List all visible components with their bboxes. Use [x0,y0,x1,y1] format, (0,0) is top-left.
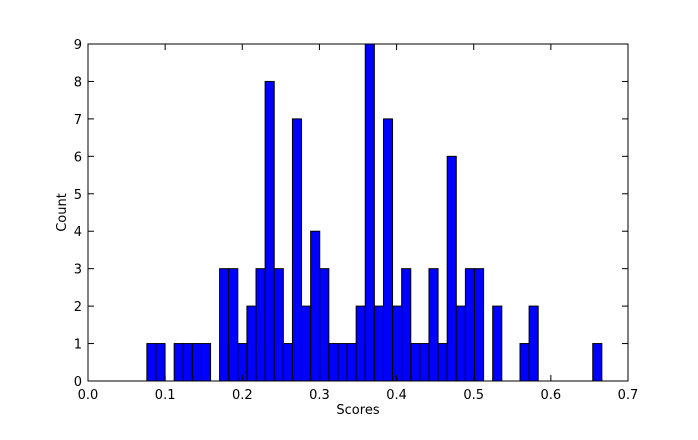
x-tick-label: 0.5 [463,388,484,403]
histogram-bar [328,343,339,382]
histogram-bar [492,305,503,382]
histogram-bar [419,343,430,382]
histogram-bar [410,343,421,382]
histogram-bar [455,305,466,382]
histogram-bar [446,155,457,382]
ticks-layer: 0.0 0.1 0.2 0.3 0.4 0.5 0.6 0.7 0 1 2 3 4 5 6 7 8 9 [74,38,639,403]
histogram-bar [392,305,403,382]
plot-frame [87,43,629,382]
histogram-bar [173,343,184,382]
histogram-bar [428,268,439,382]
histogram-bar [228,268,239,382]
x-tick-label: 0.0 [78,388,99,403]
histogram-bar [592,343,603,382]
y-tick-label: 4 [74,225,82,240]
x-tick-label: 0.1 [155,388,176,403]
histogram-bar [355,305,366,382]
histogram-bar [319,268,330,382]
x-tick-label: 0.7 [618,388,639,403]
y-tick-label: 2 [74,300,82,315]
histogram-bar [219,268,230,382]
y-tick-label: 8 [74,75,82,90]
histogram-bar [146,343,157,382]
histogram-bar [364,43,375,382]
histogram-bar [346,343,357,382]
y-tick-label: 3 [74,263,82,278]
x-tick-label: 0.3 [309,388,330,403]
histogram-bar [191,343,202,382]
histogram-bar [401,268,412,382]
histogram-bar [264,80,275,382]
y-tick-label: 7 [74,113,82,128]
histogram-bar [464,268,475,382]
x-tick-label: 0.6 [541,388,562,403]
y-tick-label: 1 [74,338,82,353]
x-tick-label: 0.4 [386,388,407,403]
y-tick-label: 9 [74,38,82,53]
histogram-bar [337,343,348,382]
x-tick-label: 0.2 [232,388,253,403]
histogram-bar [301,305,312,382]
histogram-bar [273,268,284,382]
histogram-bar [382,118,394,382]
histogram-bar [246,305,257,382]
y-axis-label: Count [55,193,70,232]
histogram-bar [310,230,321,382]
histogram-bar [255,268,266,382]
histogram-bar [373,305,384,382]
histogram-bar [182,343,193,382]
histogram-bar [155,343,166,382]
histogram-bar [282,343,293,382]
y-tick-label: 6 [74,150,82,165]
histogram-bar [519,343,530,382]
histogram-bar [291,118,303,382]
x-axis-label: Scores [336,403,379,418]
y-tick-label: 5 [74,188,82,203]
histogram-bar [437,343,448,382]
histogram-bar [473,268,485,382]
y-tick-label: 0 [74,375,82,390]
histogram-bar [200,343,212,382]
histogram-bar [528,305,539,382]
